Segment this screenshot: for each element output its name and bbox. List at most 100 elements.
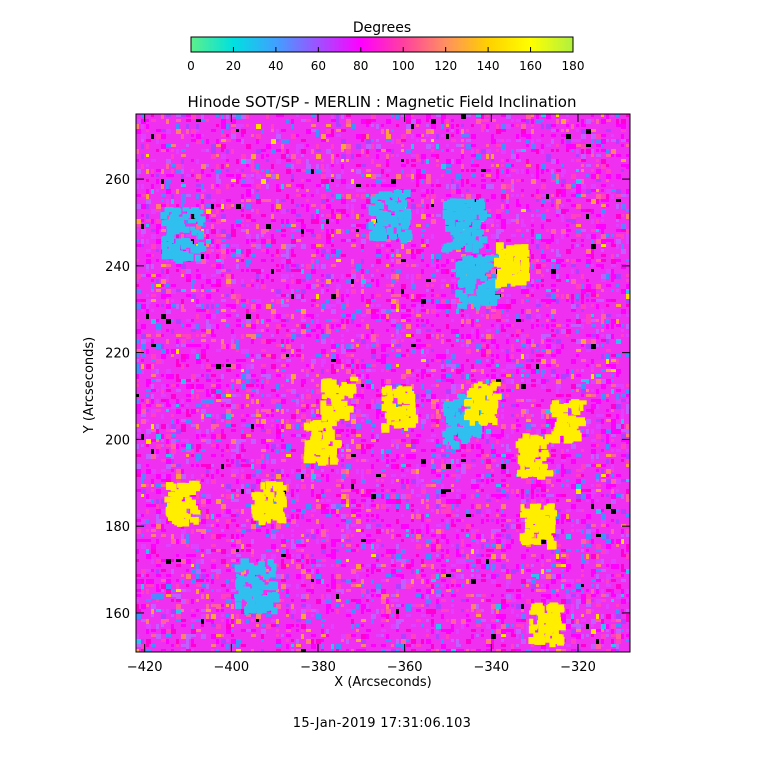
heatmap-cell [501, 429, 504, 434]
heatmap-cell [431, 439, 434, 442]
heatmap-cell [621, 204, 626, 209]
heatmap-cell [301, 404, 306, 407]
heatmap-cell [286, 339, 289, 344]
heatmap-cell [516, 159, 521, 162]
heatmap-cell [486, 349, 491, 354]
heatmap-cell [176, 374, 179, 379]
heatmap-cell [356, 164, 361, 167]
heatmap-cell [551, 134, 556, 137]
heatmap-cell [576, 339, 581, 344]
heatmap-cell [356, 364, 359, 369]
heatmap-cell [146, 144, 149, 149]
heatmap-cell [446, 489, 451, 492]
heatmap-cell [541, 249, 544, 254]
heatmap-cell [356, 399, 359, 404]
heatmap-cell [521, 409, 526, 414]
heatmap-cell [251, 414, 256, 417]
heatmap-cell [226, 269, 231, 272]
heatmap-cell [481, 349, 486, 354]
heatmap-cell [166, 339, 169, 344]
heatmap-cell [386, 319, 389, 322]
heatmap-cell [221, 144, 226, 149]
heatmap-cell [411, 114, 414, 117]
heatmap-cell [196, 404, 201, 407]
heatmap-cell [341, 529, 344, 532]
heatmap-cell [486, 219, 491, 224]
heatmap-cell [396, 439, 401, 444]
heatmap-cell [311, 129, 316, 132]
heatmap-cell [176, 469, 181, 474]
heatmap-cell [256, 314, 259, 319]
heatmap-cell [321, 539, 326, 542]
heatmap-cell [306, 334, 311, 337]
heatmap-cell [441, 124, 444, 129]
heatmap-cell [621, 529, 624, 534]
heatmap-cell [201, 334, 206, 337]
heatmap-cell [286, 329, 289, 332]
heatmap-cell [166, 399, 169, 404]
heatmap-cell [501, 459, 504, 464]
heatmap-cell [221, 499, 224, 502]
heatmap-cell [506, 169, 509, 174]
heatmap-cell [606, 414, 611, 417]
heatmap-cell [521, 284, 526, 289]
heatmap-cell [566, 324, 569, 327]
heatmap-cell [361, 299, 364, 302]
heatmap-cell [556, 499, 559, 502]
heatmap-cell [166, 479, 171, 482]
heatmap-cell [606, 479, 611, 484]
heatmap-cell [466, 179, 469, 184]
heatmap-cell [566, 129, 569, 132]
heatmap-cell [506, 474, 511, 477]
heatmap-cell [261, 479, 266, 484]
heatmap-cell [531, 379, 536, 382]
heatmap-cell [586, 149, 591, 154]
heatmap-cell [151, 294, 156, 297]
heatmap-cell [221, 339, 224, 344]
heatmap-cell [206, 399, 211, 404]
heatmap-cell [216, 139, 219, 144]
heatmap-cell [431, 549, 436, 552]
heatmap-cell [321, 304, 326, 309]
heatmap-cell [296, 159, 301, 164]
heatmap-cell [361, 444, 364, 449]
heatmap-cell [541, 429, 546, 434]
heatmap-cell [416, 554, 419, 557]
heatmap-cell [261, 259, 266, 262]
heatmap-cell [286, 274, 289, 279]
heatmap-cell [346, 544, 351, 547]
heatmap-cell [551, 314, 554, 319]
heatmap-cell [206, 549, 211, 554]
heatmap-cell [501, 369, 506, 372]
heatmap-cell [551, 449, 556, 452]
heatmap-cell [446, 129, 449, 132]
heatmap-cell [266, 244, 271, 247]
heatmap-cell [276, 399, 281, 402]
heatmap-cell [601, 394, 606, 399]
heatmap-cell [241, 269, 244, 272]
heatmap-cell [556, 119, 559, 124]
heatmap-cell [316, 234, 321, 239]
heatmap-cell [466, 144, 471, 149]
heatmap-cell [136, 184, 139, 189]
heatmap-cell [451, 289, 456, 294]
heatmap-cell [151, 499, 154, 504]
heatmap-cell [206, 174, 211, 177]
heatmap-cell [396, 114, 399, 119]
heatmap-cell [406, 434, 409, 437]
heatmap-cell [486, 244, 489, 249]
heatmap-cell [256, 269, 261, 274]
heatmap-cell [286, 479, 291, 484]
heatmap-cell [516, 339, 519, 342]
heatmap-cell [301, 479, 304, 482]
heatmap-cell [481, 124, 486, 129]
heatmap-cell [316, 249, 319, 254]
heatmap-cell [606, 369, 611, 372]
heatmap-cell [611, 449, 614, 452]
heatmap-cell [461, 409, 466, 412]
heatmap-cell [601, 344, 604, 347]
heatmap-cell [241, 199, 244, 202]
heatmap-cell [626, 289, 630, 294]
heatmap-cell [516, 404, 519, 407]
heatmap-cell [621, 129, 626, 132]
